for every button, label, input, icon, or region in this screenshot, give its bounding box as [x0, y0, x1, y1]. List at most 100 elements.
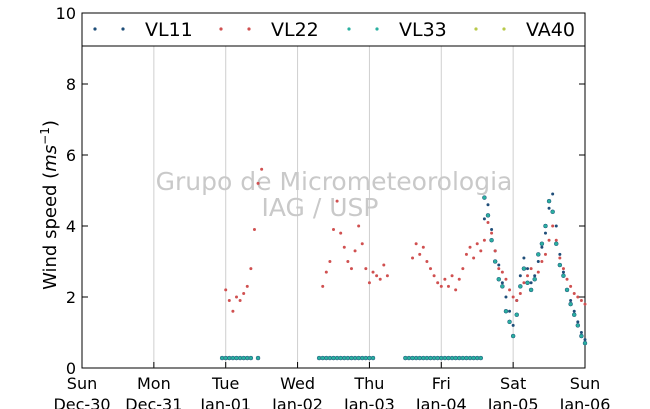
x-tick-label-day: Fri: [432, 374, 451, 393]
point-vl22: [540, 260, 544, 263]
legend-label-vl22: VL22: [271, 19, 319, 41]
x-tick-label-day: Thu: [353, 374, 384, 393]
point-vl33: [582, 340, 588, 346]
point-vl33: [521, 266, 527, 271]
point-vl22: [342, 245, 346, 249]
point-vl22: [349, 267, 353, 271]
x-tick-label-day: Sat: [500, 374, 526, 393]
point-vl11: [561, 270, 565, 274]
point-vl11: [490, 228, 494, 232]
point-vl33: [485, 213, 491, 218]
x-tick-label-date: Jan-03: [343, 395, 395, 409]
point-vl33: [518, 284, 523, 289]
point-vl22: [385, 274, 389, 278]
plot-frame: [81, 12, 586, 369]
point-vl22: [493, 249, 497, 253]
y-tick-label: 2: [66, 288, 76, 307]
y-axis-label: Wind speed (ms−1): [38, 120, 61, 290]
watermark-line-2: IAG / USP: [262, 193, 379, 222]
y-tick-label: 8: [66, 75, 76, 94]
x-tick-label-date: Jan-01: [199, 395, 251, 409]
point-vl22: [346, 260, 350, 263]
legend-item-vl22: VL22: [219, 19, 319, 41]
point-vl33: [532, 277, 537, 282]
y-tick-label: 4: [66, 217, 76, 236]
point-vl22: [411, 256, 415, 260]
y-axis-label-unit: ms: [40, 145, 61, 172]
point-vl22: [339, 231, 343, 235]
point-vl22: [579, 299, 583, 303]
point-vl22: [432, 274, 436, 278]
point-vl22: [482, 238, 486, 242]
point-vl11: [497, 263, 501, 267]
data-points: [219, 167, 588, 361]
point-vl22: [561, 267, 565, 271]
point-vl33: [514, 312, 519, 317]
point-vl22: [457, 277, 461, 281]
point-vl11: [569, 299, 573, 303]
legend-label-vl33: VL33: [399, 19, 447, 41]
legend-marker: [219, 27, 223, 31]
watermark-line-1: Grupo de Micrometeorologia: [156, 167, 513, 196]
point-vl11: [482, 217, 486, 221]
legend-marker: [502, 27, 506, 31]
point-vl22: [443, 277, 447, 281]
point-vl22: [565, 277, 569, 281]
point-vl11: [522, 256, 526, 260]
y-axis-label-suffix: ): [40, 120, 61, 127]
x-axis: Sun Dec-30 Mon Dec-31 Tue Jan-01 Wed Jan-02 Thu J…: [53, 362, 610, 409]
point-vl11: [543, 231, 547, 235]
point-vl11: [518, 274, 522, 278]
point-vl11: [572, 309, 576, 313]
point-vl22: [353, 249, 357, 253]
point-vl33: [482, 195, 487, 200]
point-vl22: [227, 299, 231, 303]
point-vl11: [526, 267, 530, 271]
point-vl33: [492, 259, 498, 264]
point-vl33: [370, 355, 376, 361]
point-vl22: [249, 267, 253, 271]
point-vl33: [510, 333, 516, 339]
point-vl22: [554, 238, 558, 242]
point-vl11: [504, 295, 508, 299]
point-vl22: [508, 288, 512, 292]
point-vl11: [533, 274, 537, 278]
point-vl11: [554, 224, 558, 228]
point-vl33: [561, 273, 566, 278]
point-vl22: [231, 309, 235, 313]
point-vl22: [382, 263, 386, 267]
point-vl11: [529, 281, 533, 285]
point-vl33: [489, 237, 494, 243]
point-vl22: [245, 284, 249, 288]
point-vl33: [575, 323, 581, 328]
legend-item-vl33: VL33: [347, 19, 447, 41]
point-vl22: [490, 231, 494, 235]
point-vl22: [569, 284, 573, 288]
point-vl22: [576, 295, 580, 299]
point-vl22: [418, 252, 422, 256]
point-vl22: [364, 267, 368, 271]
legend: VL11 VL22 VL33 VA40: [81, 12, 586, 47]
y-tick-label: 6: [66, 146, 76, 165]
point-vl22: [558, 256, 562, 260]
point-vl33: [568, 301, 573, 307]
point-vl22: [425, 260, 429, 263]
point-vl33: [564, 287, 570, 293]
x-tick-label-day: Mon: [137, 374, 171, 393]
x-tick-label-date: Jan-06: [559, 395, 611, 409]
point-vl33: [503, 308, 509, 314]
point-vl33: [543, 223, 548, 229]
point-vl22: [324, 270, 328, 274]
point-vl11: [540, 245, 544, 249]
x-tick-label-day: Tue: [211, 374, 239, 393]
point-vl22: [551, 224, 555, 228]
point-vl33: [507, 319, 512, 325]
point-vl22: [224, 288, 228, 292]
point-vl22: [500, 270, 504, 274]
point-vl22: [414, 242, 418, 246]
point-vl22: [464, 252, 468, 256]
point-vl22: [321, 284, 325, 288]
point-vl22: [486, 220, 490, 224]
point-vl22: [436, 281, 440, 285]
point-vl22: [522, 281, 526, 285]
